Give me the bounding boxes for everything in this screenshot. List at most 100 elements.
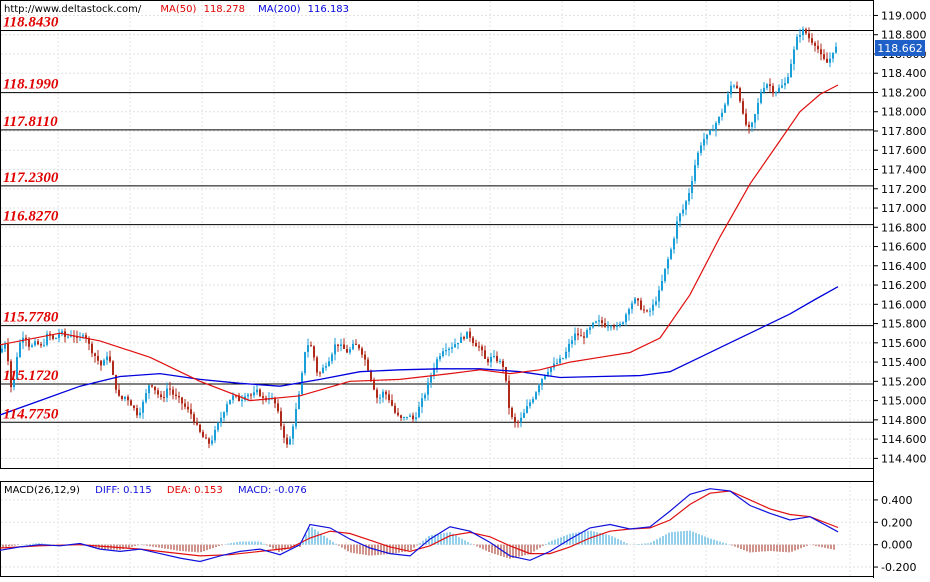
candle-body [526,406,528,413]
macd-tick-label: -0.200 [881,561,916,574]
candle-body [247,394,249,397]
candle-body [652,304,654,311]
candle-body [577,333,579,336]
candle-body [742,101,744,114]
candle-body [511,407,513,417]
candle-body [172,389,174,395]
candle-body [76,336,78,338]
candle-body [631,303,633,310]
candle-body [112,361,114,375]
candle-body [235,395,237,397]
candle-body [622,322,624,324]
candle-body [520,417,522,423]
candle-body [583,336,585,338]
candle-body [124,396,126,400]
candle-body [130,400,132,406]
candle-body [544,374,546,379]
level-labels: 118.8430 118.1990 117.8110 117.2300 116.8270… [3,15,59,423]
level-label: 118.8430 [3,15,59,31]
price-tick-label: 117.800 [881,125,927,138]
ma50-line [0,84,839,402]
macd-header-line: MACD(26,12,9) DIFF: 0.115 DEA: 0.153 MAC… [4,485,307,496]
candle-body [427,382,429,395]
candle-body [67,336,69,338]
candle-body [106,356,108,361]
candle-body [619,323,621,326]
candle-body [727,94,729,105]
candle-body [61,331,63,334]
price-axis: 119.000118.800118.600118.400118.200118.0… [873,9,927,465]
candle-body [535,392,537,400]
candle-body [580,335,582,337]
candle-body [406,416,408,418]
candle-body [598,320,600,322]
candle-body [832,52,834,59]
candle-body [502,360,504,367]
candle-body [331,354,333,362]
candle-body [88,338,90,344]
candle-body [586,330,588,338]
dea-line [0,490,839,557]
candle-body [547,372,549,375]
candle-body [817,45,819,50]
candle-body [25,337,27,340]
candle-body [298,394,300,410]
candle-body [706,134,708,140]
candle-body [682,209,684,214]
candle-body [301,373,303,395]
candle-body [625,314,627,323]
price-tick-label: 114.400 [881,452,927,465]
macd-tick-label: 0.200 [881,516,913,529]
candle-body [97,355,99,361]
level-label: 114.7750 [3,406,59,422]
candle-body [169,388,171,390]
candle-body [532,399,534,403]
candle-body [28,339,30,347]
candle-body [730,85,732,95]
candle-body [307,345,309,353]
candle-body [211,440,213,444]
candle-body [721,112,723,117]
level-label: 115.7780 [3,310,59,326]
candle-body [538,385,540,393]
candle-body [772,85,774,94]
candle-body [202,431,204,438]
candle-body [484,350,486,359]
level-label: 116.8270 [3,209,59,225]
candle-body [793,49,795,64]
price-tick-label: 114.600 [881,433,927,446]
candle-body [292,426,294,439]
candle-body [70,335,72,337]
candle-body [334,344,336,355]
candle-body [457,342,459,345]
candle-body [352,343,354,350]
candle-body [829,58,831,63]
candle-body [835,46,837,53]
candle-body [451,347,453,349]
candle-body [145,393,147,402]
candle-body [472,337,474,344]
candle-body [358,344,360,349]
price-tick-label: 115.800 [881,318,927,331]
candle-body [151,385,153,387]
candle-body [826,58,828,63]
candle-body [373,379,375,390]
candle-body [712,130,714,132]
ma200-line [0,286,839,416]
candle-body [574,333,576,341]
macd-grid [1,482,873,576]
candle-body [250,394,252,396]
candle-body [16,356,18,379]
candle-body [667,258,669,269]
macd-tick-label: 0.000 [881,539,913,552]
candle-body [154,386,156,391]
candle-body [787,77,789,84]
candle-body [613,326,615,328]
candle-body [43,344,45,346]
candle-body [13,378,15,388]
candle-body [403,417,405,419]
candle-body [760,92,762,103]
candle-body [718,116,720,124]
candle-body [10,361,12,388]
